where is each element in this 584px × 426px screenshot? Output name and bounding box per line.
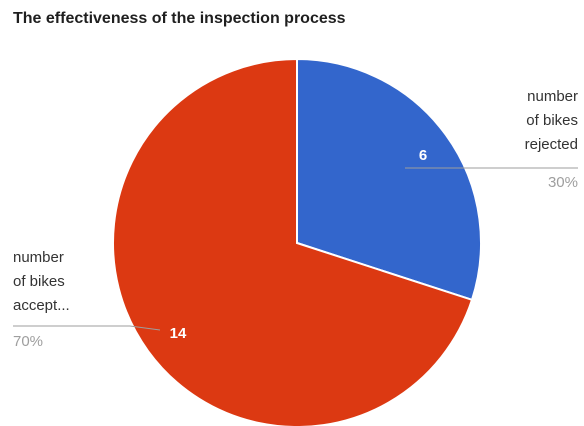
slice-category-label: accept...	[13, 297, 70, 314]
slice-value-label: 6	[419, 147, 427, 164]
leader-line	[13, 325, 161, 331]
slice-category-label: of bikes	[13, 273, 65, 290]
slice-category-label: of bikes	[526, 112, 578, 129]
slice-category-label: number	[13, 249, 64, 266]
slice-value-label: 14	[170, 325, 187, 342]
slice-category-label: number	[527, 88, 578, 105]
slice-category-label: rejected	[525, 136, 578, 153]
pie-slice	[296, 57, 482, 302]
slice-percent-label: 30%	[548, 174, 578, 191]
pie-slices	[112, 57, 482, 426]
slice-percent-label: 70%	[13, 333, 43, 350]
pie-labels: 6 number of bikes rejected 30% 14 number of bik…	[13, 88, 578, 350]
pie-slice	[112, 57, 474, 426]
chart-title: The effectiveness of the inspection proc…	[13, 10, 346, 27]
